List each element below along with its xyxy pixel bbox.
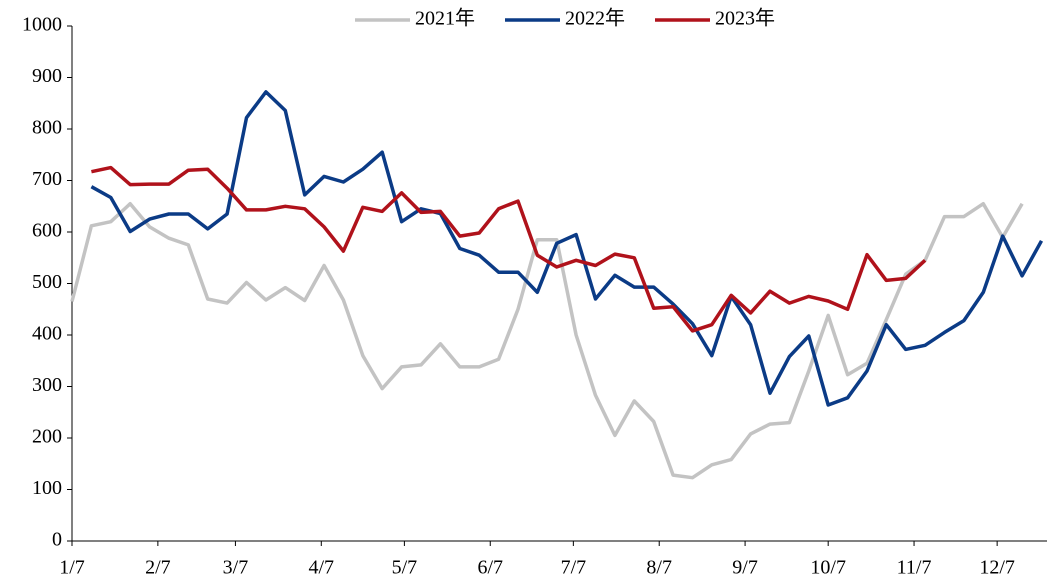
x-tick-label: 9/7 [732, 557, 758, 579]
x-tick-label: 11/7 [897, 557, 932, 579]
y-tick-label: 800 [32, 117, 62, 139]
x-tick-label: 1/7 [59, 557, 85, 579]
x-tick-label: 5/7 [392, 557, 418, 579]
y-tick-label: 300 [32, 374, 62, 396]
y-tick-label: 200 [32, 426, 62, 448]
legend-label: 2022年 [565, 7, 625, 30]
x-tick-label: 2/7 [145, 557, 171, 579]
legend-label: 2021年 [415, 7, 475, 30]
x-tick-label: 3/7 [223, 557, 249, 579]
y-tick-label: 1000 [22, 14, 62, 36]
y-tick-label: 600 [32, 220, 62, 242]
y-tick-label: 900 [32, 65, 62, 87]
x-tick-label: 6/7 [477, 557, 503, 579]
x-tick-label: 10/7 [810, 557, 846, 579]
series-line [91, 165, 927, 333]
x-tick-label: 7/7 [561, 557, 587, 579]
x-tick-label: 12/7 [979, 557, 1015, 579]
y-tick-label: 700 [32, 168, 62, 190]
x-tick-label: 4/7 [309, 557, 335, 579]
legend-label: 2023年 [715, 7, 775, 30]
y-tick-label: 100 [32, 477, 62, 499]
series-line [90, 90, 1044, 407]
y-tick-label: 0 [52, 529, 62, 551]
y-tick-label: 500 [32, 271, 62, 293]
y-tick-label: 400 [32, 323, 62, 345]
series-line [70, 201, 1024, 480]
x-tick-label: 8/7 [646, 557, 672, 579]
